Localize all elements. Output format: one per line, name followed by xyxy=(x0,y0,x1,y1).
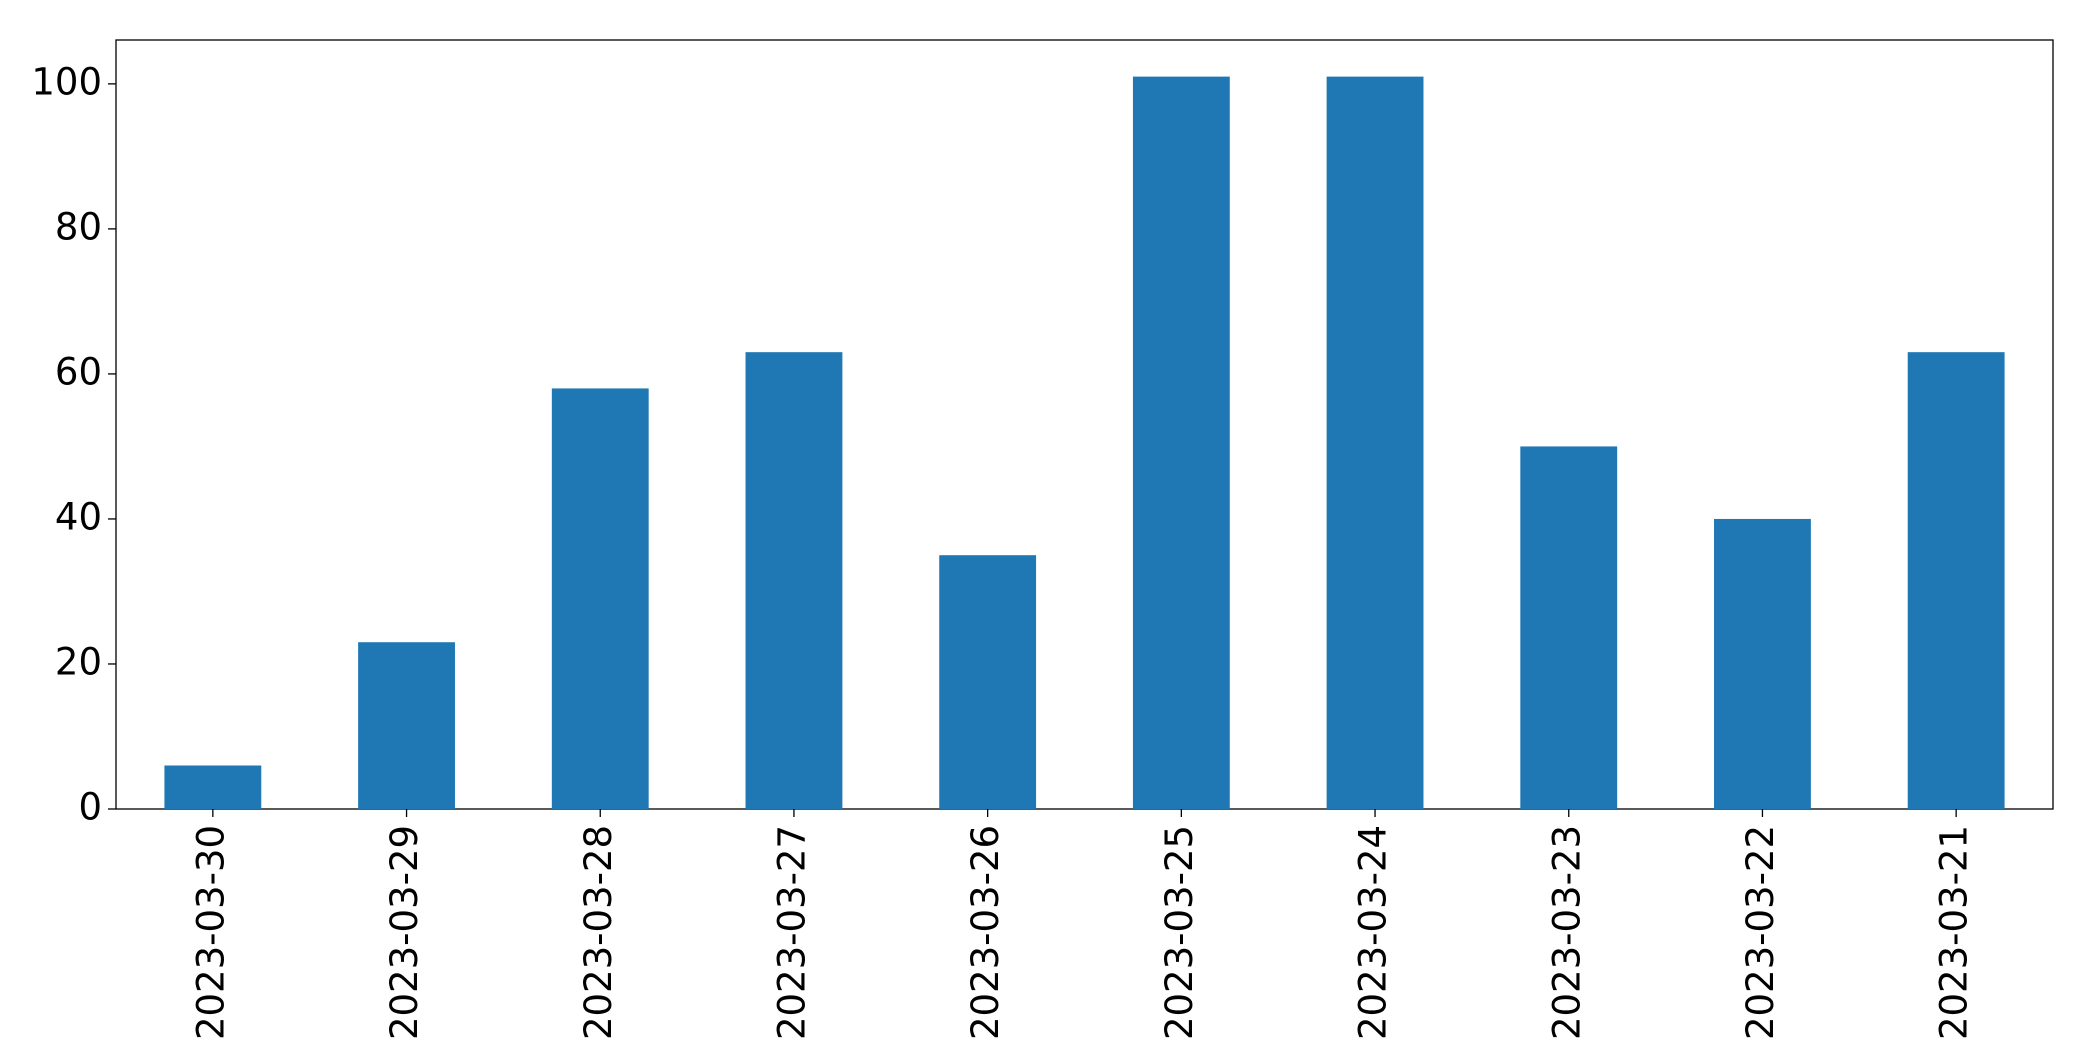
bar xyxy=(1520,446,1618,809)
x-tick-label: 2023-03-24 xyxy=(1352,825,1395,1040)
bar xyxy=(939,555,1037,809)
bar xyxy=(358,642,455,809)
y-tick-label: 0 xyxy=(78,786,102,829)
y-tick-label: 80 xyxy=(55,205,102,248)
y-tick-label: 100 xyxy=(31,60,102,103)
y-tick-label: 20 xyxy=(55,640,102,683)
plot-frame xyxy=(115,39,2054,810)
x-tick-label: 2023-03-25 xyxy=(1158,825,1201,1040)
bar xyxy=(745,352,843,809)
bar xyxy=(1326,76,1424,810)
bar xyxy=(1907,352,2005,809)
x-tick-label: 2023-03-23 xyxy=(1545,825,1588,1040)
y-tick-label: 60 xyxy=(55,350,102,393)
bar xyxy=(1132,76,1230,810)
x-tick-label: 2023-03-29 xyxy=(383,825,426,1040)
bar xyxy=(164,765,262,809)
x-tick-label: 2023-03-26 xyxy=(964,825,1007,1040)
x-tick-label: 2023-03-30 xyxy=(189,825,232,1040)
y-tick-label: 40 xyxy=(55,495,102,538)
x-tick-label: 2023-03-28 xyxy=(577,825,620,1040)
bar xyxy=(551,388,649,809)
bar xyxy=(1714,518,1811,809)
x-tick-label: 2023-03-27 xyxy=(770,825,813,1040)
x-tick-label: 2023-03-21 xyxy=(1933,825,1976,1040)
x-tick-label: 2023-03-22 xyxy=(1739,825,1782,1040)
